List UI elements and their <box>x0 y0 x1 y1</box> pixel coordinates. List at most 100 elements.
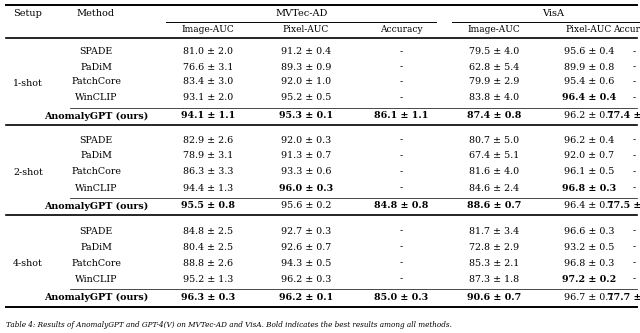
Text: -: - <box>399 63 403 72</box>
Text: -: - <box>632 183 636 192</box>
Text: 92.0 ± 0.7: 92.0 ± 0.7 <box>564 152 614 161</box>
Text: 89.9 ± 0.8: 89.9 ± 0.8 <box>564 63 614 72</box>
Text: PaDiM: PaDiM <box>80 63 112 72</box>
Text: 93.1 ± 2.0: 93.1 ± 2.0 <box>183 94 233 103</box>
Text: WinCLIP: WinCLIP <box>75 274 117 283</box>
Text: 92.7 ± 0.3: 92.7 ± 0.3 <box>281 226 331 235</box>
Text: 95.3 ± 0.1: 95.3 ± 0.1 <box>279 112 333 121</box>
Text: 95.5 ± 0.8: 95.5 ± 0.8 <box>181 201 235 210</box>
Text: 96.0 ± 0.3: 96.0 ± 0.3 <box>279 183 333 192</box>
Text: 84.8 ± 2.5: 84.8 ± 2.5 <box>183 226 233 235</box>
Text: 93.3 ± 0.6: 93.3 ± 0.6 <box>281 167 332 176</box>
Text: 91.2 ± 0.4: 91.2 ± 0.4 <box>281 48 331 57</box>
Text: -: - <box>399 242 403 251</box>
Text: Pixel-AUC: Pixel-AUC <box>283 25 329 34</box>
Text: 83.8 ± 4.0: 83.8 ± 4.0 <box>469 94 519 103</box>
Text: 4-shot: 4-shot <box>13 259 43 268</box>
Text: 92.0 ± 1.0: 92.0 ± 1.0 <box>281 78 331 87</box>
Text: SPADE: SPADE <box>79 48 113 57</box>
Text: 80.7 ± 5.0: 80.7 ± 5.0 <box>469 136 519 145</box>
Text: 77.7 ± 0.4: 77.7 ± 0.4 <box>607 292 640 301</box>
Text: -: - <box>632 152 636 161</box>
Text: 95.2 ± 0.5: 95.2 ± 0.5 <box>281 94 331 103</box>
Text: 78.9 ± 3.1: 78.9 ± 3.1 <box>183 152 233 161</box>
Text: 85.0 ± 0.3: 85.0 ± 0.3 <box>374 292 428 301</box>
Text: MVTec-AD: MVTec-AD <box>275 9 328 18</box>
Text: 62.8 ± 5.4: 62.8 ± 5.4 <box>469 63 519 72</box>
Text: 95.4 ± 0.6: 95.4 ± 0.6 <box>564 78 614 87</box>
Text: 96.1 ± 0.5: 96.1 ± 0.5 <box>564 167 614 176</box>
Text: 83.4 ± 3.0: 83.4 ± 3.0 <box>183 78 233 87</box>
Text: -: - <box>632 258 636 267</box>
Text: 79.9 ± 2.9: 79.9 ± 2.9 <box>469 78 519 87</box>
Text: 90.6 ± 0.7: 90.6 ± 0.7 <box>467 292 521 301</box>
Text: 88.8 ± 2.6: 88.8 ± 2.6 <box>183 258 233 267</box>
Text: 80.4 ± 2.5: 80.4 ± 2.5 <box>183 242 233 251</box>
Text: 93.2 ± 0.5: 93.2 ± 0.5 <box>564 242 614 251</box>
Text: -: - <box>632 48 636 57</box>
Text: -: - <box>399 94 403 103</box>
Text: Image-AUC: Image-AUC <box>182 25 234 34</box>
Text: WinCLIP: WinCLIP <box>75 94 117 103</box>
Text: 96.7 ± 0.1: 96.7 ± 0.1 <box>564 292 614 301</box>
Text: 86.1 ± 1.1: 86.1 ± 1.1 <box>374 112 428 121</box>
Text: 96.2 ± 0.4: 96.2 ± 0.4 <box>564 136 614 145</box>
Text: 96.6 ± 0.3: 96.6 ± 0.3 <box>564 226 614 235</box>
Text: -: - <box>632 63 636 72</box>
Text: PaDiM: PaDiM <box>80 152 112 161</box>
Text: 91.3 ± 0.7: 91.3 ± 0.7 <box>281 152 331 161</box>
Text: 77.5 ± 0.3: 77.5 ± 0.3 <box>607 201 640 210</box>
Text: 1-shot: 1-shot <box>13 80 43 89</box>
Text: 92.0 ± 0.3: 92.0 ± 0.3 <box>281 136 331 145</box>
Text: Table 4: Results of AnomalyGPT and GPT-4(V) on MVTec-AD and VisA. Bold indicates: Table 4: Results of AnomalyGPT and GPT-4… <box>6 321 452 329</box>
Text: 86.3 ± 3.3: 86.3 ± 3.3 <box>183 167 233 176</box>
Text: Accuracy: Accuracy <box>380 25 422 34</box>
Text: 96.8 ± 0.3: 96.8 ± 0.3 <box>562 183 616 192</box>
Text: -: - <box>399 258 403 267</box>
Text: 67.4 ± 5.1: 67.4 ± 5.1 <box>469 152 519 161</box>
Text: Setup: Setup <box>13 9 42 18</box>
Text: 96.2 ± 0.1: 96.2 ± 0.1 <box>279 292 333 301</box>
Text: -: - <box>632 94 636 103</box>
Text: -: - <box>632 78 636 87</box>
Text: 94.1 ± 1.1: 94.1 ± 1.1 <box>181 112 235 121</box>
Text: 76.6 ± 3.1: 76.6 ± 3.1 <box>183 63 233 72</box>
Text: 96.2 ± 0.3: 96.2 ± 0.3 <box>281 274 331 283</box>
Text: 82.9 ± 2.6: 82.9 ± 2.6 <box>183 136 233 145</box>
Text: 81.6 ± 4.0: 81.6 ± 4.0 <box>469 167 519 176</box>
Text: 81.0 ± 2.0: 81.0 ± 2.0 <box>183 48 233 57</box>
Text: 88.6 ± 0.7: 88.6 ± 0.7 <box>467 201 521 210</box>
Text: -: - <box>399 152 403 161</box>
Text: PaDiM: PaDiM <box>80 242 112 251</box>
Text: -: - <box>632 226 636 235</box>
Text: Method: Method <box>77 9 115 18</box>
Text: 96.4 ± 0.1: 96.4 ± 0.1 <box>564 201 614 210</box>
Text: -: - <box>399 136 403 145</box>
Text: -: - <box>399 183 403 192</box>
Text: -: - <box>399 274 403 283</box>
Text: AnomalyGPT (ours): AnomalyGPT (ours) <box>44 201 148 210</box>
Text: 96.4 ± 0.4: 96.4 ± 0.4 <box>562 94 616 103</box>
Text: Image-AUC: Image-AUC <box>468 25 520 34</box>
Text: 96.3 ± 0.3: 96.3 ± 0.3 <box>181 292 235 301</box>
Text: -: - <box>632 274 636 283</box>
Text: 97.2 ± 0.2: 97.2 ± 0.2 <box>562 274 616 283</box>
Text: -: - <box>632 136 636 145</box>
Text: 85.3 ± 2.1: 85.3 ± 2.1 <box>469 258 519 267</box>
Text: 95.2 ± 1.3: 95.2 ± 1.3 <box>183 274 233 283</box>
Text: 84.6 ± 2.4: 84.6 ± 2.4 <box>469 183 519 192</box>
Text: 94.4 ± 1.3: 94.4 ± 1.3 <box>183 183 233 192</box>
Text: 94.3 ± 0.5: 94.3 ± 0.5 <box>281 258 331 267</box>
Text: PatchCore: PatchCore <box>71 78 121 87</box>
Text: 72.8 ± 2.9: 72.8 ± 2.9 <box>469 242 519 251</box>
Text: 2-shot: 2-shot <box>13 168 43 177</box>
Text: AnomalyGPT (ours): AnomalyGPT (ours) <box>44 112 148 121</box>
Text: PatchCore: PatchCore <box>71 258 121 267</box>
Text: 87.4 ± 0.8: 87.4 ± 0.8 <box>467 112 521 121</box>
Text: 87.3 ± 1.8: 87.3 ± 1.8 <box>469 274 519 283</box>
Text: 96.2 ± 0.1: 96.2 ± 0.1 <box>564 112 614 121</box>
Text: 95.6 ± 0.2: 95.6 ± 0.2 <box>281 201 331 210</box>
Text: -: - <box>399 167 403 176</box>
Text: -: - <box>399 78 403 87</box>
Text: 96.8 ± 0.3: 96.8 ± 0.3 <box>564 258 614 267</box>
